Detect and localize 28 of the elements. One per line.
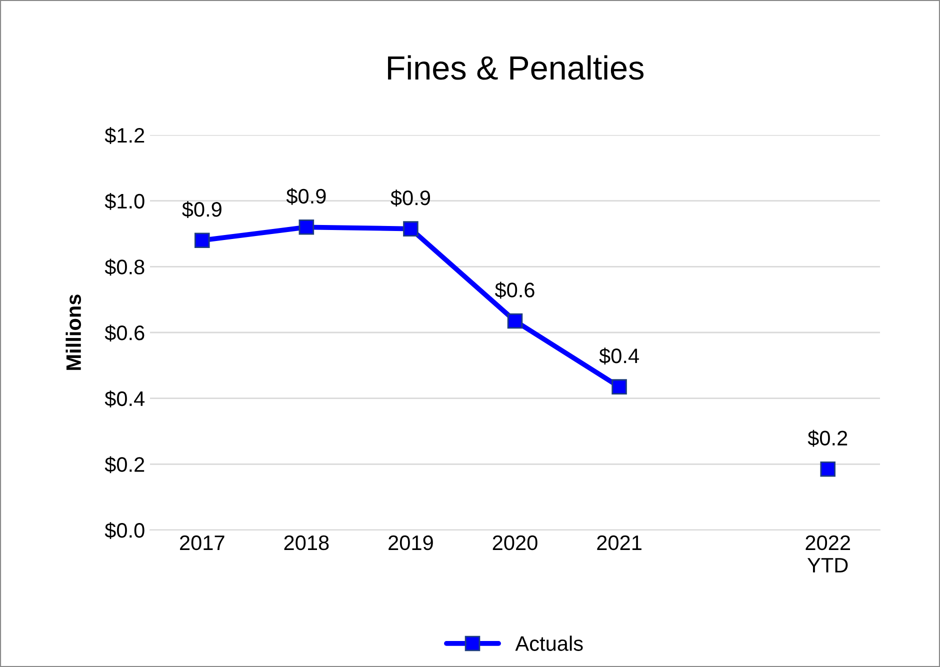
point <box>194 232 210 248</box>
x-tick-label: 2017 <box>180 535 224 550</box>
y-tick-label: $1.0 <box>104 192 144 210</box>
y-tick-label: $1.2 <box>104 127 144 144</box>
point <box>820 461 836 477</box>
data-label: $0.9 <box>286 188 326 205</box>
data-label: $0.9 <box>182 201 222 218</box>
y-tick-label: $0.8 <box>104 258 144 276</box>
point <box>403 221 418 236</box>
y-tick-label: $0.4 <box>104 390 145 408</box>
y-tick-label: $0.0 <box>104 522 144 539</box>
y-tick-label: $0.2 <box>104 456 144 474</box>
y-tick-label: $0.6 <box>104 324 144 342</box>
data-label: $0.4 <box>599 348 639 364</box>
legend-label: Actuals <box>515 636 583 651</box>
x-tick-label: 2021 <box>597 535 642 550</box>
point <box>298 220 314 235</box>
data-label: $0.9 <box>390 190 430 206</box>
data-label: $0.6 <box>494 282 534 299</box>
y-axis-title: Millions <box>66 294 82 370</box>
x-tick-label: 2019 <box>388 535 433 550</box>
x-tick-label: 2020 <box>492 535 538 550</box>
x-tick-label: 2022 YTD <box>806 535 850 572</box>
point <box>612 379 627 394</box>
x-tick-label: 2018 <box>284 535 329 550</box>
chart-title: Fines & Penalties <box>388 55 644 80</box>
data-label: $0.2 <box>808 430 848 447</box>
point <box>507 313 523 329</box>
